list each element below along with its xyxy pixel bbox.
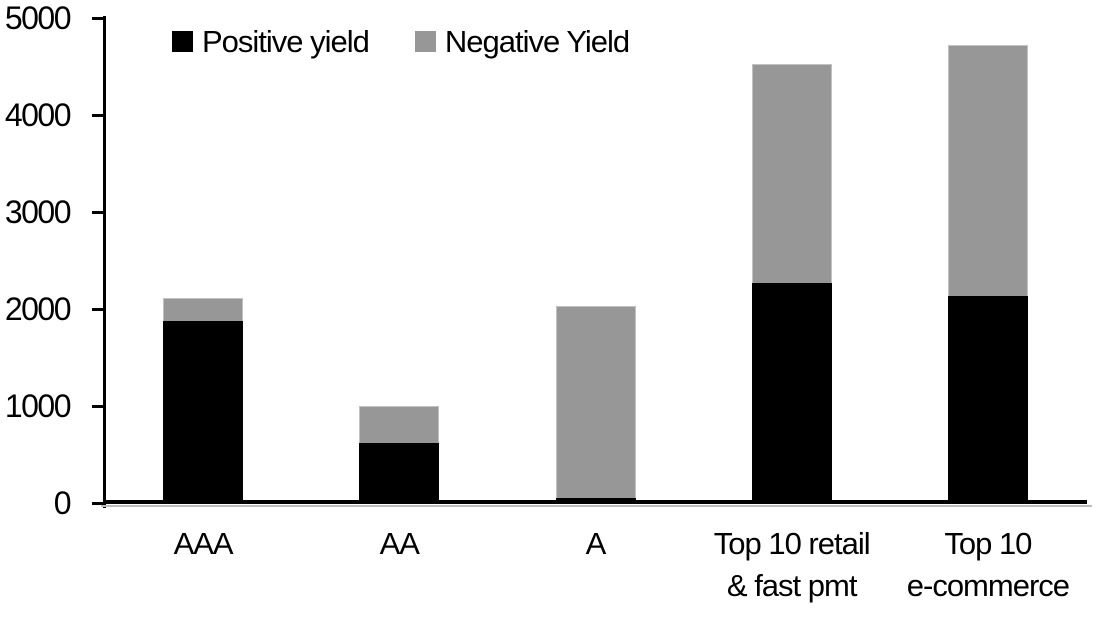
bar-segment-negative-yield-a [555, 306, 636, 499]
x-axis-category-label: AAA [173, 526, 234, 561]
x-axis-category-label: AA [379, 526, 420, 561]
bar-segment-negative-yield-top-10-retail [751, 63, 832, 283]
legend-swatch-negative-yield [414, 31, 436, 52]
bar-segment-negative-yield-top-10 [947, 45, 1028, 297]
y-axis-tick [92, 113, 103, 117]
x-axis-shadow [101, 505, 1092, 507]
y-axis-tick-label: 3000 [4, 194, 72, 230]
legend-label: Negative Yield [444, 24, 630, 59]
y-axis-tick [92, 16, 103, 20]
y-axis-tick [92, 307, 103, 311]
chart-legend: Positive yield Negative Yield [172, 24, 630, 59]
y-axis-tick [92, 501, 103, 505]
y-axis-tick-label: 5000 [4, 0, 72, 36]
legend-item: Positive yield [172, 24, 370, 59]
bar-segment-positive-yield-aa [359, 442, 440, 503]
bar-segment-positive-yield-top-10 [947, 296, 1028, 503]
y-axis-tick-label: 2000 [4, 291, 72, 327]
legend-item: Negative Yield [414, 24, 630, 59]
bar-segment-positive-yield-aaa [163, 320, 244, 503]
bar-segment-negative-yield-aa [359, 406, 440, 443]
bar-segment-positive-yield-top-10-retail [751, 282, 832, 503]
y-axis-tick [92, 404, 103, 408]
y-axis-tick-label: 0 [53, 485, 72, 521]
y-axis [103, 16, 106, 508]
x-axis-category-label: Top 10 e-commerce [906, 526, 1070, 603]
x-axis-category-label: A [585, 526, 607, 561]
bar-segment-negative-yield-aaa [163, 298, 244, 321]
legend-label: Positive yield [202, 24, 370, 59]
x-axis-category-label: Top 10 retail & fast pmt [713, 526, 871, 603]
y-axis-tick [92, 210, 103, 214]
y-axis-tick-label: 4000 [4, 97, 72, 133]
y-axis-tick-label: 1000 [4, 388, 72, 424]
legend-swatch-positive-yield [172, 31, 193, 52]
bar-segment-positive-yield-a [555, 498, 636, 503]
